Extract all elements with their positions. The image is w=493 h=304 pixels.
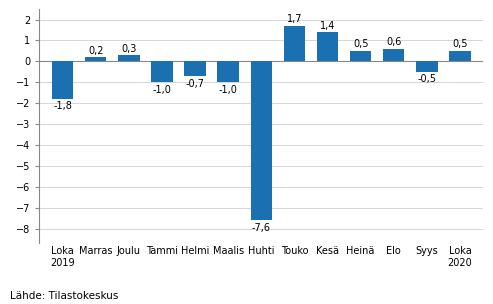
Bar	[383, 49, 404, 61]
Text: 0,2: 0,2	[88, 46, 104, 56]
Bar	[151, 61, 173, 82]
Text: -0,7: -0,7	[185, 78, 205, 88]
Text: 0,3: 0,3	[121, 44, 137, 54]
Bar	[449, 51, 471, 61]
Text: 1,4: 1,4	[320, 21, 335, 31]
Text: Lähde: Tilastokeskus: Lähde: Tilastokeskus	[10, 291, 118, 301]
Bar	[217, 61, 239, 82]
Bar	[184, 61, 206, 76]
Text: -1,0: -1,0	[152, 85, 172, 95]
Bar	[317, 32, 338, 61]
Bar	[283, 26, 305, 61]
Text: 1,7: 1,7	[286, 14, 302, 24]
Bar	[118, 55, 140, 61]
Bar	[250, 61, 272, 220]
Text: -1,0: -1,0	[219, 85, 238, 95]
Text: 0,6: 0,6	[386, 37, 401, 47]
Bar	[85, 57, 106, 61]
Bar	[416, 61, 438, 72]
Bar	[52, 61, 73, 99]
Text: -1,8: -1,8	[53, 102, 72, 112]
Text: -0,5: -0,5	[418, 74, 436, 84]
Text: 0,5: 0,5	[452, 40, 468, 50]
Text: 0,5: 0,5	[353, 40, 368, 50]
Text: -7,6: -7,6	[252, 223, 271, 233]
Bar	[350, 51, 371, 61]
